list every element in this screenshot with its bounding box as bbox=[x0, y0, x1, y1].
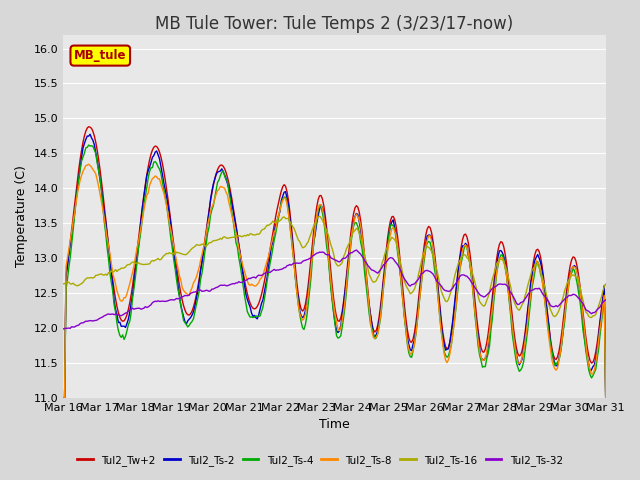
Legend: Tul2_Tw+2, Tul2_Ts-2, Tul2_Ts-4, Tul2_Ts-8, Tul2_Ts-16, Tul2_Ts-32: Tul2_Tw+2, Tul2_Ts-2, Tul2_Ts-4, Tul2_Ts… bbox=[73, 451, 567, 470]
Title: MB Tule Tower: Tule Temps 2 (3/23/17-now): MB Tule Tower: Tule Temps 2 (3/23/17-now… bbox=[156, 15, 513, 33]
Tul2_Ts-16 bbox=[602, 281, 609, 287]
Tul2_Tw+2 bbox=[602, 395, 609, 401]
Tul2_Ts-16 bbox=[316, 213, 323, 219]
Text: MB_tule: MB_tule bbox=[74, 49, 127, 62]
Tul2_Ts-8 bbox=[602, 395, 609, 401]
Tul2_Ts-2 bbox=[340, 301, 348, 307]
Tul2_Ts-2 bbox=[599, 296, 607, 301]
Line: Tul2_Ts-16: Tul2_Ts-16 bbox=[63, 216, 605, 318]
Tul2_Ts-4 bbox=[447, 342, 455, 348]
Tul2_Ts-32 bbox=[60, 326, 67, 332]
Tul2_Ts-16 bbox=[60, 281, 67, 287]
Tul2_Ts-16 bbox=[95, 272, 102, 277]
Tul2_Ts-16 bbox=[600, 284, 608, 289]
Tul2_Ts-16 bbox=[528, 267, 536, 273]
Tul2_Ts-32 bbox=[353, 247, 360, 253]
Tul2_Ts-32 bbox=[602, 297, 609, 303]
Tul2_Ts-8 bbox=[85, 161, 93, 167]
X-axis label: Time: Time bbox=[319, 419, 350, 432]
Line: Tul2_Ts-8: Tul2_Ts-8 bbox=[63, 164, 605, 398]
Tul2_Ts-2 bbox=[77, 155, 85, 160]
Tul2_Ts-16 bbox=[447, 288, 455, 293]
Tul2_Ts-2 bbox=[447, 328, 455, 334]
Tul2_Ts-8 bbox=[96, 191, 104, 197]
Tul2_Tw+2 bbox=[85, 124, 93, 130]
Tul2_Ts-4 bbox=[60, 395, 67, 401]
Tul2_Tw+2 bbox=[528, 268, 536, 274]
Tul2_Ts-4 bbox=[602, 395, 609, 401]
Tul2_Ts-8 bbox=[60, 395, 67, 401]
Line: Tul2_Ts-4: Tul2_Ts-4 bbox=[63, 145, 605, 398]
Tul2_Ts-32 bbox=[447, 287, 455, 293]
Tul2_Tw+2 bbox=[60, 395, 67, 401]
Tul2_Ts-8 bbox=[528, 280, 536, 286]
Tul2_Ts-4 bbox=[96, 176, 104, 181]
Tul2_Tw+2 bbox=[96, 167, 104, 172]
Tul2_Tw+2 bbox=[340, 299, 348, 304]
Tul2_Ts-32 bbox=[528, 288, 536, 293]
Tul2_Ts-2 bbox=[96, 176, 104, 182]
Tul2_Ts-2 bbox=[528, 275, 536, 280]
Tul2_Ts-32 bbox=[95, 316, 102, 322]
Tul2_Ts-4 bbox=[77, 158, 85, 164]
Y-axis label: Temperature (C): Temperature (C) bbox=[15, 165, 28, 267]
Tul2_Ts-32 bbox=[339, 256, 346, 262]
Tul2_Ts-4 bbox=[85, 142, 93, 148]
Tul2_Ts-32 bbox=[77, 320, 85, 326]
Line: Tul2_Ts-32: Tul2_Ts-32 bbox=[63, 250, 605, 329]
Tul2_Ts-2 bbox=[60, 395, 67, 401]
Tul2_Ts-16 bbox=[588, 315, 595, 321]
Line: Tul2_Ts-2: Tul2_Ts-2 bbox=[63, 134, 605, 398]
Tul2_Tw+2 bbox=[77, 147, 85, 153]
Tul2_Ts-16 bbox=[340, 253, 348, 259]
Tul2_Tw+2 bbox=[447, 332, 455, 337]
Tul2_Ts-8 bbox=[77, 172, 85, 178]
Tul2_Ts-8 bbox=[447, 342, 455, 348]
Tul2_Ts-4 bbox=[528, 285, 536, 290]
Tul2_Ts-16 bbox=[77, 281, 85, 287]
Tul2_Ts-4 bbox=[599, 307, 607, 312]
Tul2_Ts-8 bbox=[340, 309, 348, 314]
Tul2_Ts-4 bbox=[340, 314, 348, 320]
Tul2_Ts-2 bbox=[602, 395, 609, 401]
Tul2_Tw+2 bbox=[599, 293, 607, 299]
Tul2_Ts-32 bbox=[599, 300, 607, 305]
Tul2_Ts-8 bbox=[599, 302, 607, 308]
Tul2_Ts-2 bbox=[86, 132, 94, 137]
Line: Tul2_Tw+2: Tul2_Tw+2 bbox=[63, 127, 605, 398]
